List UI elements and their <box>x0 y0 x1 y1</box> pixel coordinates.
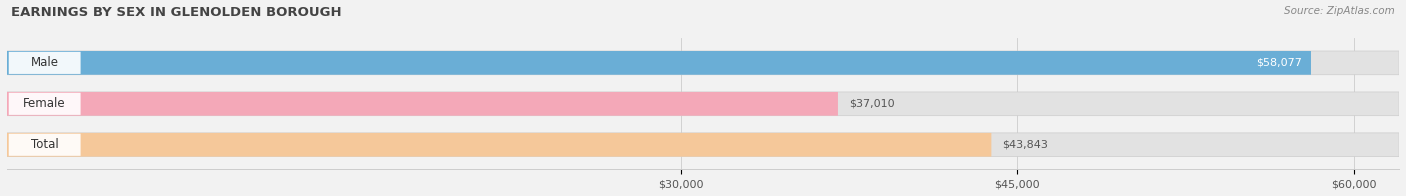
FancyBboxPatch shape <box>7 133 1399 157</box>
Text: $43,843: $43,843 <box>1002 140 1049 150</box>
Text: Male: Male <box>31 56 59 69</box>
Text: $37,010: $37,010 <box>849 99 894 109</box>
FancyBboxPatch shape <box>8 52 80 74</box>
Text: Total: Total <box>31 138 59 151</box>
FancyBboxPatch shape <box>7 51 1310 75</box>
Text: Female: Female <box>24 97 66 110</box>
FancyBboxPatch shape <box>8 134 80 156</box>
Text: Source: ZipAtlas.com: Source: ZipAtlas.com <box>1284 6 1395 16</box>
Text: $58,077: $58,077 <box>1256 58 1302 68</box>
FancyBboxPatch shape <box>7 92 838 116</box>
FancyBboxPatch shape <box>7 51 1399 75</box>
FancyBboxPatch shape <box>7 133 991 157</box>
FancyBboxPatch shape <box>8 93 80 115</box>
FancyBboxPatch shape <box>7 92 1399 116</box>
Text: EARNINGS BY SEX IN GLENOLDEN BOROUGH: EARNINGS BY SEX IN GLENOLDEN BOROUGH <box>11 6 342 19</box>
